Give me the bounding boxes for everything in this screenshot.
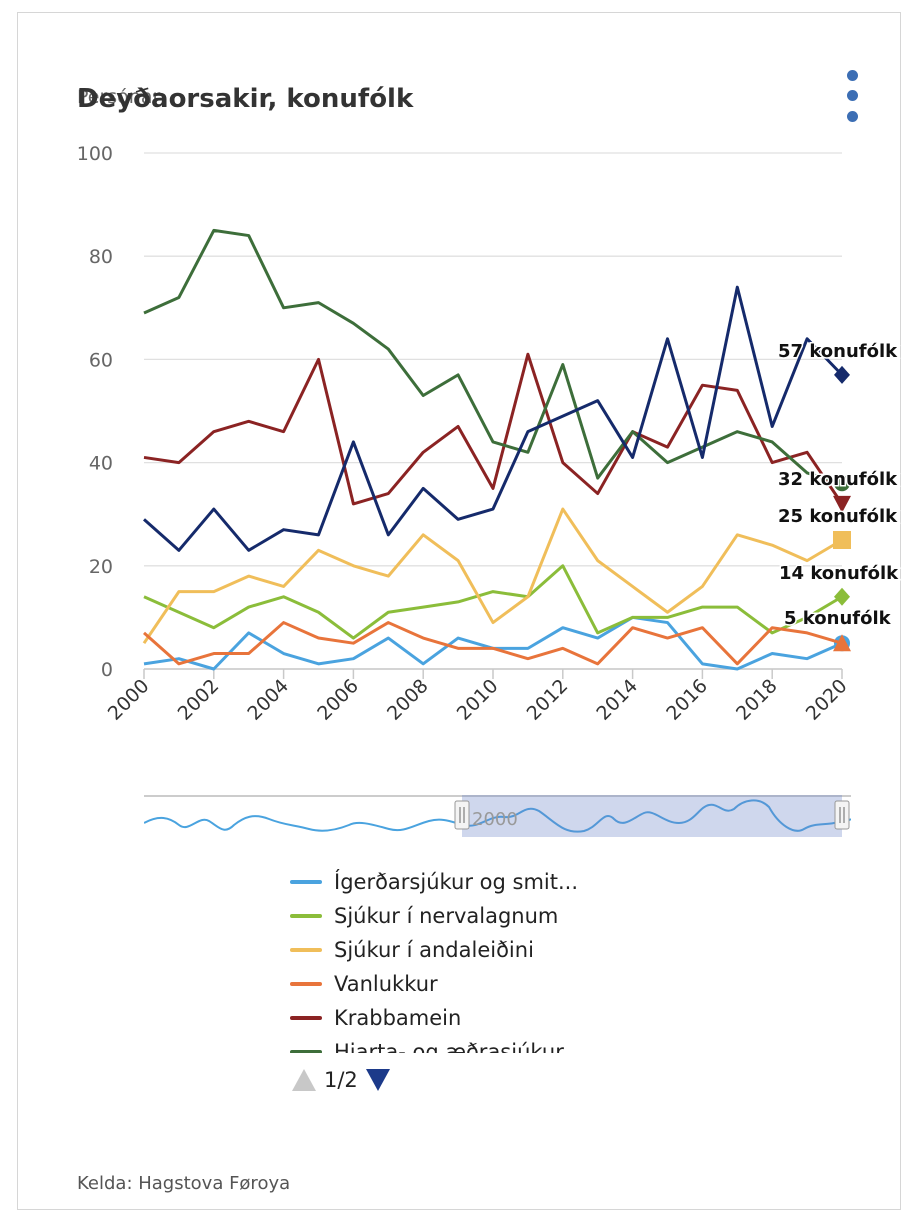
- legend-swatch: [290, 914, 322, 918]
- line-chart: 0 20 40 60 80 100 2000 2002 2004 2006 2008 2010 2012…: [77, 143, 901, 725]
- source-credit: Kelda: Hagstova Føroya: [77, 1173, 291, 1194]
- legend: Ígerðarsjúkur og smit... Sjúkur í nervala…: [290, 865, 650, 1053]
- legend-label: Vanlukkur: [334, 972, 438, 996]
- series-line: [143, 615, 843, 671]
- navigator-label: 2000: [472, 809, 518, 830]
- x-tick-label: 2008: [383, 675, 433, 725]
- legend-swatch: [290, 1016, 322, 1020]
- series-line: [143, 564, 843, 640]
- x-tick-label: 2020: [802, 675, 852, 725]
- x-tick-label: 2014: [592, 675, 642, 725]
- context-menu-button[interactable]: [840, 66, 864, 126]
- y-tick-label: 40: [89, 453, 113, 475]
- legend-swatch: [290, 1050, 322, 1053]
- legend-page-up-icon[interactable]: [292, 1069, 316, 1091]
- series-line: [143, 621, 843, 666]
- y-tick-label: 60: [89, 349, 113, 371]
- legend-label: Krabbamein: [334, 1006, 462, 1030]
- x-tick-label: 2002: [174, 675, 224, 725]
- legend-label: Sjúkur í nervalagnum: [334, 904, 559, 928]
- legend-item[interactable]: Vanlukkur: [290, 967, 650, 1001]
- legend-label: Hjarta- og æðrasjúkur: [334, 1040, 564, 1053]
- series-end-marker: [833, 495, 851, 513]
- x-tick-label: 2012: [523, 675, 573, 725]
- x-tick-label: 2004: [243, 675, 293, 725]
- legend-swatch: [290, 948, 322, 952]
- x-tick-label: 2000: [104, 675, 154, 725]
- legend-page-down-icon[interactable]: [365, 1069, 390, 1091]
- series-end-marker: [834, 365, 850, 384]
- range-navigator[interactable]: 2000: [144, 795, 851, 837]
- data-label: 25 konufólk: [778, 506, 898, 527]
- series-end-marker: [834, 587, 850, 606]
- y-tick-label: 100: [77, 143, 113, 165]
- legend-swatch: [290, 880, 322, 884]
- x-tick-label: 2016: [662, 675, 712, 725]
- legend-item[interactable]: Krabbamein: [290, 1001, 650, 1035]
- menu-dot-icon: [847, 70, 858, 81]
- data-label: 14 konufólk: [779, 563, 899, 584]
- legend-swatch: [290, 982, 322, 986]
- legend-item[interactable]: Sjúkur í nervalagnum: [290, 899, 650, 933]
- navigator-right-handle[interactable]: [834, 800, 850, 830]
- navigator-series-line: [144, 799, 851, 833]
- series-end-marker: [834, 475, 850, 492]
- x-tick-label: 2010: [453, 675, 503, 725]
- chart-title: Deyðaorsakir, konufólk: [77, 84, 414, 114]
- y-tick-label: 80: [89, 246, 113, 268]
- legend-page-indicator: 1/2: [324, 1068, 358, 1092]
- menu-dot-icon: [847, 90, 858, 101]
- menu-dot-icon: [847, 111, 858, 122]
- legend-item[interactable]: Sjúkur í andaleiðini: [290, 933, 650, 967]
- series-line: [142, 507, 843, 645]
- series-line: [143, 228, 843, 485]
- data-label: 57 konufólk: [778, 341, 898, 362]
- legend-item[interactable]: Hjarta- og æðrasjúkur: [290, 1035, 650, 1053]
- legend-pager: 1/2: [292, 1068, 390, 1092]
- series-end-marker: [833, 531, 851, 549]
- data-label: 5 konufólk: [784, 608, 892, 629]
- legend-item[interactable]: Ígerðarsjúkur og smit...: [290, 865, 650, 899]
- navigator-selected-range[interactable]: [462, 795, 842, 837]
- x-tick-label: 2018: [732, 675, 782, 725]
- legend-label: Sjúkur í andaleiðini: [334, 938, 534, 962]
- x-tick-label: 2006: [313, 675, 363, 725]
- legend-label: Ígerðarsjúkur og smit...: [334, 870, 578, 894]
- y-axis-title: Persónar: [77, 86, 161, 108]
- y-tick-label: 0: [101, 659, 113, 681]
- series-end-marker: [833, 634, 851, 652]
- y-tick-label: 20: [89, 556, 113, 578]
- navigator-left-handle[interactable]: [454, 800, 470, 830]
- data-label: 32 konufólk: [778, 469, 898, 490]
- series-line: [143, 285, 844, 552]
- series-line: [143, 352, 844, 506]
